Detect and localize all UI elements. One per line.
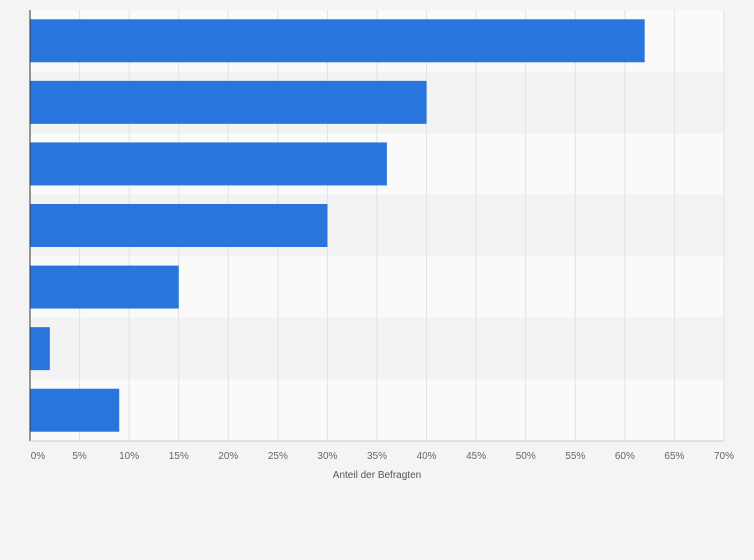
x-tick-label: 50% xyxy=(516,451,536,462)
bar xyxy=(30,19,645,63)
x-tick-label: 65% xyxy=(664,451,684,462)
bar xyxy=(30,327,50,371)
x-tick-label: 15% xyxy=(169,451,189,462)
x-tick-labels: 0% 5% 10% 15% 20% 25% 30% 35% 40% 45% 50% 55% 60% 65%… xyxy=(31,451,734,462)
x-tick-label: 25% xyxy=(268,451,288,462)
x-tick-label: 70% xyxy=(714,451,734,462)
bars xyxy=(30,19,645,432)
bar xyxy=(30,388,120,432)
x-tick-label: 35% xyxy=(367,451,387,462)
x-tick-label: 0% xyxy=(31,451,46,462)
bar xyxy=(30,80,427,124)
x-tick-label: 60% xyxy=(615,451,635,462)
bar xyxy=(30,265,179,309)
x-tick-label: 10% xyxy=(119,451,139,462)
bar xyxy=(30,204,328,247)
x-axis-title: Anteil der Befragten xyxy=(333,470,421,481)
x-tick-label: 55% xyxy=(565,451,585,462)
x-tick-label: 20% xyxy=(218,451,238,462)
x-tick-label: 5% xyxy=(72,451,87,462)
bar xyxy=(30,142,387,186)
x-tick-label: 45% xyxy=(466,451,486,462)
x-tick-label: 30% xyxy=(317,451,337,462)
x-tick-label: 40% xyxy=(417,451,437,462)
